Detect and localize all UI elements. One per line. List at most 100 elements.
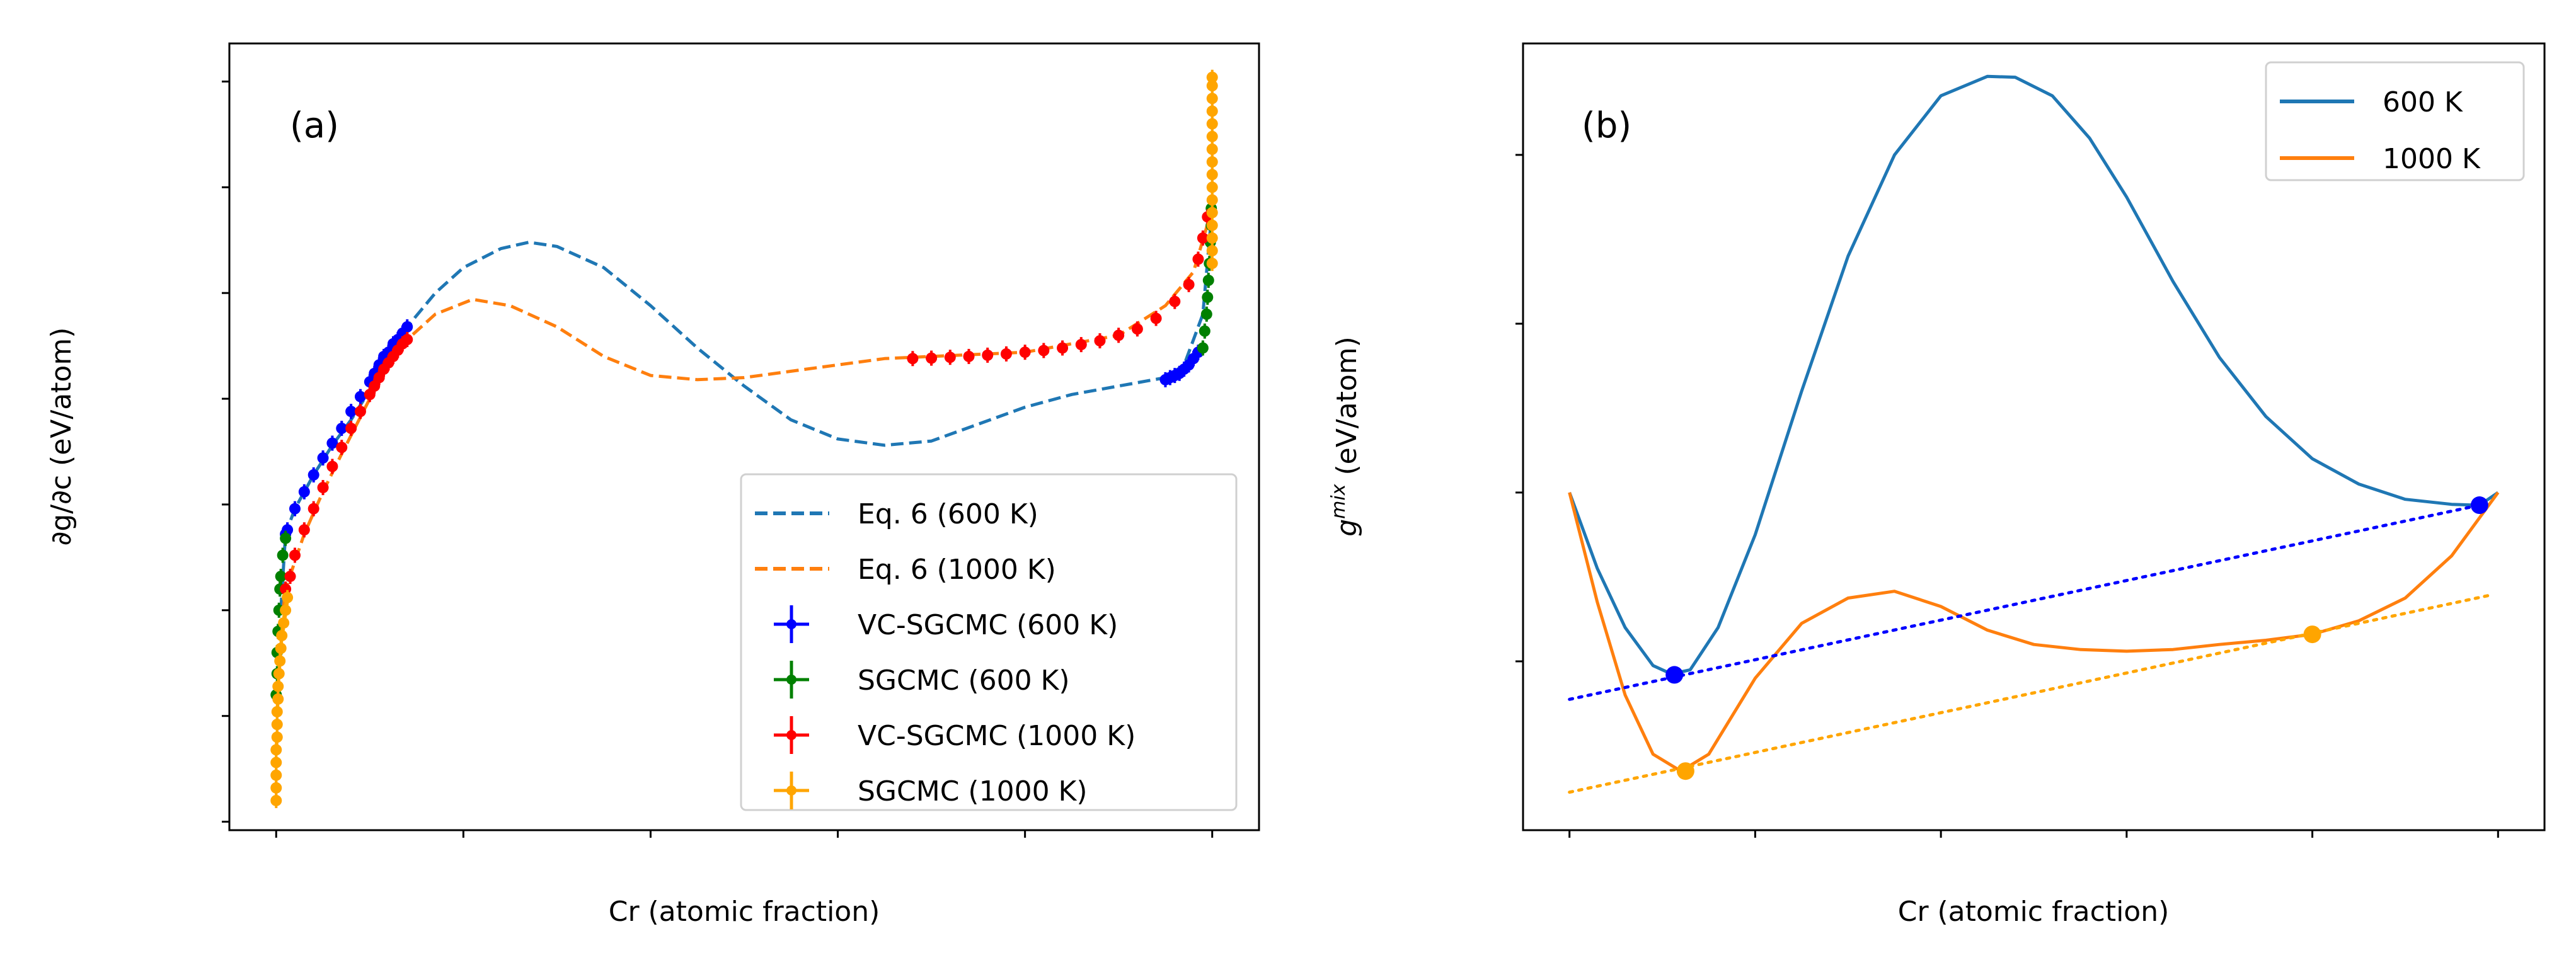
marker bbox=[1206, 93, 1218, 105]
marker bbox=[364, 389, 376, 401]
data-point-vc-sgcmc-600-k- bbox=[336, 421, 348, 437]
legend-item: 600 K bbox=[2280, 86, 2463, 118]
marker bbox=[1206, 219, 1218, 231]
legend: 600 K 1000 K bbox=[2265, 61, 2525, 181]
plot-area bbox=[270, 69, 1218, 808]
data-point-sgcmc-1000-k- bbox=[270, 742, 282, 758]
data-point-vc-sgcmc-1000-k- bbox=[1019, 345, 1031, 360]
data-point-vc-sgcmc-1000-k- bbox=[1113, 328, 1125, 343]
marker bbox=[373, 372, 385, 384]
data-point-vc-sgcmc-600-k- bbox=[317, 450, 329, 466]
marker bbox=[1197, 232, 1209, 244]
data-point-sgcmc-600-k- bbox=[1202, 273, 1214, 288]
data-point-sgcmc-600-k- bbox=[1202, 289, 1214, 305]
x-axis-label-a: Cr (atomic fraction) bbox=[609, 896, 880, 928]
legend-label: SGCMC (600 K) bbox=[858, 665, 1070, 697]
data-point-vc-sgcmc-1000-k- bbox=[369, 378, 381, 394]
legend-item: 1000 K bbox=[2280, 143, 2481, 175]
data-point-vc-sgcmc-1000-k- bbox=[907, 351, 919, 367]
marker bbox=[963, 350, 975, 362]
marker bbox=[289, 549, 301, 561]
data-point-vc-sgcmc-1000-k- bbox=[354, 404, 366, 419]
data-point-sgcmc-1000-k- bbox=[1206, 103, 1218, 119]
legend-label: VC-SGCMC (600 K) bbox=[858, 609, 1118, 641]
marker bbox=[1206, 80, 1218, 92]
marker bbox=[1200, 308, 1212, 320]
marker bbox=[308, 469, 319, 481]
data-point-vc-sgcmc-1000-k- bbox=[1038, 343, 1050, 358]
panel-label-b: (b) bbox=[1582, 105, 1631, 146]
data-point-sgcmc-600-k- bbox=[1199, 323, 1210, 339]
data-point-vc-sgcmc-1000-k- bbox=[1000, 346, 1012, 362]
data-point-vc-sgcmc-1000-k- bbox=[1150, 311, 1162, 326]
axes-frame bbox=[228, 42, 1260, 831]
marker bbox=[280, 532, 292, 544]
data-point-sgcmc-1000-k- bbox=[1206, 180, 1218, 195]
data-point-vc-sgcmc-600-k- bbox=[289, 501, 301, 516]
data-point-sgcmc-1000-k- bbox=[1206, 167, 1218, 183]
marker bbox=[1183, 278, 1195, 290]
data-point-sgcmc-1000-k- bbox=[1206, 141, 1218, 157]
data-point-sgcmc-1000-k- bbox=[282, 590, 294, 605]
marker bbox=[1019, 346, 1031, 358]
marker bbox=[280, 604, 292, 616]
data-point-vc-sgcmc-1000-k- bbox=[289, 547, 301, 563]
marker bbox=[270, 782, 282, 794]
marker bbox=[1206, 105, 1218, 117]
marker bbox=[369, 380, 381, 392]
marker bbox=[1038, 345, 1050, 357]
marker bbox=[1206, 71, 1218, 83]
marker bbox=[336, 423, 348, 435]
data-point-sgcmc-1000-k- bbox=[272, 691, 284, 707]
legend-item: Eq. 6 (600 K) bbox=[755, 498, 1038, 530]
legend-swatch-marker bbox=[786, 785, 796, 796]
data-point-sgcmc-1000-k- bbox=[1206, 256, 1218, 271]
legend-label: SGCMC (1000 K) bbox=[858, 775, 1088, 807]
data-point-sgcmc-1000-k- bbox=[1206, 116, 1218, 132]
marker bbox=[1206, 232, 1218, 244]
data-point-sgcmc-1000-k- bbox=[278, 615, 290, 630]
marker bbox=[1206, 156, 1218, 168]
series-line-1000-k bbox=[1568, 491, 2500, 773]
data-point-vc-sgcmc-1000-k- bbox=[982, 347, 994, 363]
data-point-sgcmc-1000-k- bbox=[280, 602, 292, 618]
marker bbox=[326, 460, 338, 472]
marker bbox=[271, 705, 283, 717]
marker bbox=[270, 744, 282, 756]
data-point-vc-sgcmc-600-k- bbox=[308, 467, 319, 482]
marker bbox=[326, 437, 338, 449]
data-point-sgcmc-1000-k- bbox=[271, 729, 283, 745]
marker bbox=[1206, 118, 1218, 130]
y-axis-label-a: ∂g/∂c (eV/atom) bbox=[45, 328, 78, 546]
marker bbox=[1057, 342, 1069, 354]
data-point-sgcmc-1000-k- bbox=[1206, 230, 1218, 246]
data-point-sgcmc-1000-k- bbox=[1206, 128, 1218, 144]
data-point-markers bbox=[2470, 496, 2488, 515]
legend-item: SGCMC (1000 K) bbox=[774, 772, 1088, 809]
data-point-sgcmc-1000-k- bbox=[1206, 192, 1218, 208]
legend-box bbox=[740, 473, 1238, 811]
legend-swatch-marker bbox=[786, 619, 796, 629]
marker bbox=[1206, 143, 1218, 155]
data-point-sgcmc-1000-k- bbox=[1206, 205, 1218, 220]
marker bbox=[1202, 291, 1214, 303]
data-point-vc-sgcmc-1000-k- bbox=[963, 348, 975, 364]
series-line-dotted bbox=[1568, 503, 2481, 701]
data-point-vc-sgcmc-1000-k- bbox=[336, 440, 348, 455]
legend-label: 600 K bbox=[2383, 86, 2463, 118]
marker bbox=[1094, 335, 1106, 347]
data-point-vc-sgcmc-600-k- bbox=[298, 484, 310, 499]
data-point-sgcmc-600-k- bbox=[1200, 306, 1212, 322]
data-point-sgcmc-1000-k- bbox=[271, 704, 283, 719]
marker bbox=[1197, 342, 1209, 354]
data-point-vc-sgcmc-1000-k- bbox=[1094, 333, 1106, 349]
marker bbox=[274, 655, 286, 667]
marker bbox=[1192, 253, 1204, 265]
data-point-vc-sgcmc-1000-k- bbox=[1131, 321, 1143, 337]
marker bbox=[1676, 762, 1694, 780]
data-point-vc-sgcmc-1000-k- bbox=[373, 370, 385, 385]
data-point-sgcmc-1000-k- bbox=[271, 717, 283, 733]
legend-swatch-marker bbox=[786, 730, 796, 740]
data-point-markers bbox=[1676, 762, 1694, 780]
